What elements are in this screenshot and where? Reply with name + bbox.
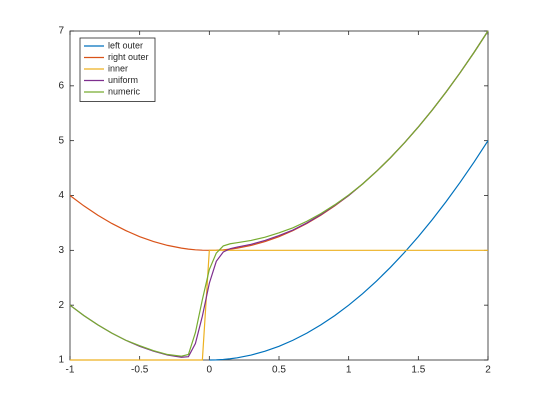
y-tick-label: 7 (58, 26, 64, 37)
y-tick-label: 3 (58, 245, 64, 256)
legend-label: right outer (108, 52, 149, 62)
legend-label: inner (108, 63, 128, 73)
series-line (69, 30, 489, 357)
series-line (70, 249, 488, 361)
x-tick-label: -1 (66, 365, 75, 376)
series-line (209, 140, 489, 361)
y-tick-label: 5 (58, 135, 64, 146)
legend-label: numeric (108, 86, 141, 96)
x-tick-label: -0.5 (131, 365, 149, 376)
x-tick-label: 1 (346, 365, 352, 376)
x-tick-label: 0 (207, 365, 213, 376)
x-tick-label: 0.5 (272, 365, 286, 376)
y-tick-label: 6 (58, 80, 64, 91)
y-tick-label: 1 (58, 355, 64, 366)
x-tick-label: 2 (485, 365, 491, 376)
legend-label: left outer (108, 40, 143, 50)
legend-box (79, 37, 156, 102)
x-tick-label: 1.5 (411, 365, 425, 376)
y-tick-label: 2 (58, 300, 64, 311)
legend-label: uniform (108, 75, 138, 85)
y-tick-label: 4 (58, 190, 64, 201)
